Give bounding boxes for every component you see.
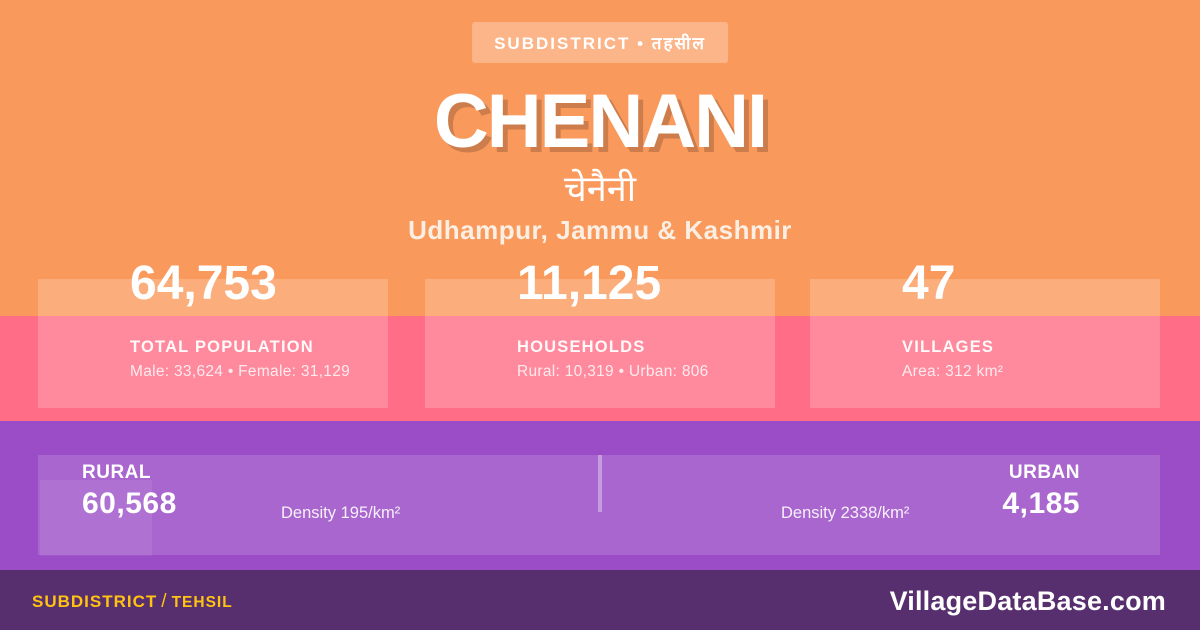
page-title: CHENANI: [433, 79, 768, 164]
villages-label: VILLAGES: [902, 338, 995, 356]
location-subtitle: Udhampur, Jammu & Kashmir: [408, 215, 792, 245]
urban-label: URBAN: [1008, 462, 1080, 483]
orange-background: [0, 0, 1200, 316]
page-title-native: चेनैनी: [563, 168, 637, 209]
urban-density: Density 2338/km²: [781, 504, 910, 522]
purple-band: [0, 421, 1200, 570]
footer-type-label: SUBDISTRICT / TEHSIL: [32, 591, 233, 613]
total-population-value: 64,753: [130, 257, 277, 310]
households-value: 11,125: [517, 257, 662, 310]
type-badge: SUBDISTRICT • तहसील: [472, 22, 728, 63]
footer-type-secondary: TEHSIL: [171, 594, 233, 611]
households-label: HOUSEHOLDS: [517, 338, 646, 356]
rural-urban-divider: [598, 455, 602, 512]
rural-density: Density 195/km²: [281, 504, 401, 522]
rural-value: 60,568: [82, 487, 177, 520]
type-badge-label: SUBDISTRICT • तहसील: [494, 34, 706, 53]
stat-card-households: 11,125 HOUSEHOLDS Rural: 10,319 • Urban:…: [425, 260, 775, 408]
pink-band: [0, 316, 1200, 421]
total-population-detail: Male: 33,624 • Female: 31,129: [130, 363, 351, 380]
rural-urban-panel: [38, 455, 1160, 555]
villages-value: 47: [902, 257, 956, 310]
rural-label: RURAL: [82, 462, 151, 483]
stat-card-villages: 47 VILLAGES Area: 312 km²: [810, 260, 1160, 408]
footer-type-primary: SUBDISTRICT: [32, 592, 158, 611]
households-detail: Rural: 10,319 • Urban: 806: [517, 363, 709, 380]
site-name-link[interactable]: VillageDataBase.com: [889, 586, 1166, 616]
villages-detail: Area: 312 km²: [902, 363, 1004, 380]
footer-bar: [0, 570, 1200, 630]
rural-highlight-box: [40, 480, 152, 556]
total-population-label: TOTAL POPULATION: [130, 338, 314, 356]
urban-value: 4,185: [1002, 487, 1080, 520]
footer-type-separator: /: [161, 591, 168, 612]
stat-card-total-population: 64,753 TOTAL POPULATION Male: 33,624 • F…: [38, 260, 388, 408]
